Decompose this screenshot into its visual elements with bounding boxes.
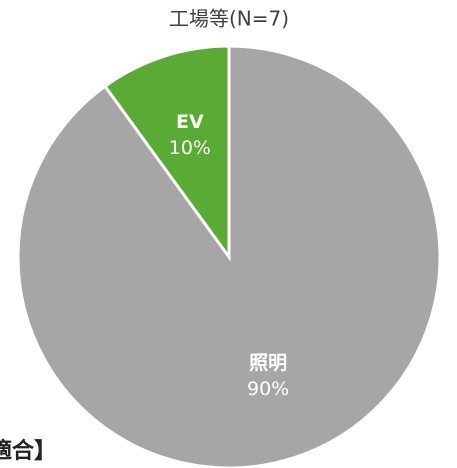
slice-category-label: 照明 [249, 352, 287, 374]
slice-category-label: EV [176, 111, 204, 133]
chart-title: 工場等(N=7) [169, 7, 289, 31]
slice-value-label: 10% [169, 137, 211, 159]
pie-slice [16, 44, 442, 468]
annotation: 適合】 [0, 438, 56, 464]
slice-value-label: 90% [247, 378, 289, 400]
pie-slice [102, 44, 231, 262]
